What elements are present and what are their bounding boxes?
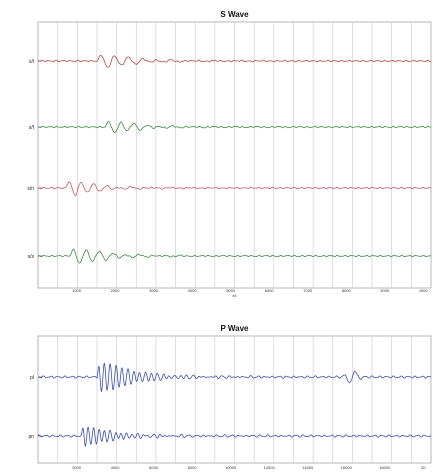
series-label: pl bbox=[30, 375, 34, 381]
panel-title: P Wave bbox=[220, 324, 249, 333]
x-tick-label: 16000 bbox=[341, 465, 353, 470]
x-tick-label: 9000 bbox=[380, 288, 390, 293]
series-label: s/f bbox=[29, 125, 35, 131]
series-label: s/s bbox=[28, 254, 35, 260]
series-trace-pl bbox=[37, 362, 432, 393]
x-tick-label: 3000 bbox=[149, 288, 159, 293]
x-tick-label: 6000 bbox=[265, 288, 275, 293]
series-trace-sn bbox=[38, 181, 432, 197]
x-tick-label: 8000 bbox=[342, 288, 352, 293]
x-axis-label: x5 bbox=[232, 293, 237, 298]
series-label: s/n bbox=[27, 186, 34, 192]
x-tick-label: 1000 bbox=[419, 288, 429, 293]
panel-p-wave: P Wave 2000 4000 6000 8000 10000 12000 14000 160… bbox=[28, 324, 432, 470]
x-tick-label: 6000 bbox=[149, 465, 159, 470]
series-trace-sl bbox=[37, 54, 432, 68]
x-tick-label: 14000 bbox=[302, 465, 314, 470]
series-trace-sf bbox=[37, 120, 431, 133]
x-tick-label: 4000 bbox=[188, 288, 198, 293]
x-tick-label: 8000 bbox=[188, 465, 198, 470]
series-label: pn bbox=[28, 434, 34, 440]
x-tick-label: 4000 bbox=[111, 465, 121, 470]
x-tick-label: 5000 bbox=[226, 288, 236, 293]
series-trace-pn bbox=[37, 426, 432, 447]
x-tick-label: 10000 bbox=[225, 465, 237, 470]
x-tick-label: 18000 bbox=[379, 465, 391, 470]
series-trace-ss bbox=[37, 248, 432, 264]
x-tick-label: 12000 bbox=[264, 465, 276, 470]
series-label: s/l bbox=[29, 59, 34, 65]
x-tick-label: 7000 bbox=[303, 288, 313, 293]
panel-s-wave: S Wave 1000 2000 3000 4000 5000 6000 7000 8000 90… bbox=[27, 10, 432, 298]
x-tick-label: 2000 bbox=[111, 288, 121, 293]
x-tick-label: 2000 bbox=[72, 465, 82, 470]
panel-title: S Wave bbox=[220, 10, 249, 19]
x-tick-label: 20 bbox=[421, 465, 426, 470]
x-tick-label: 1000 bbox=[72, 288, 82, 293]
